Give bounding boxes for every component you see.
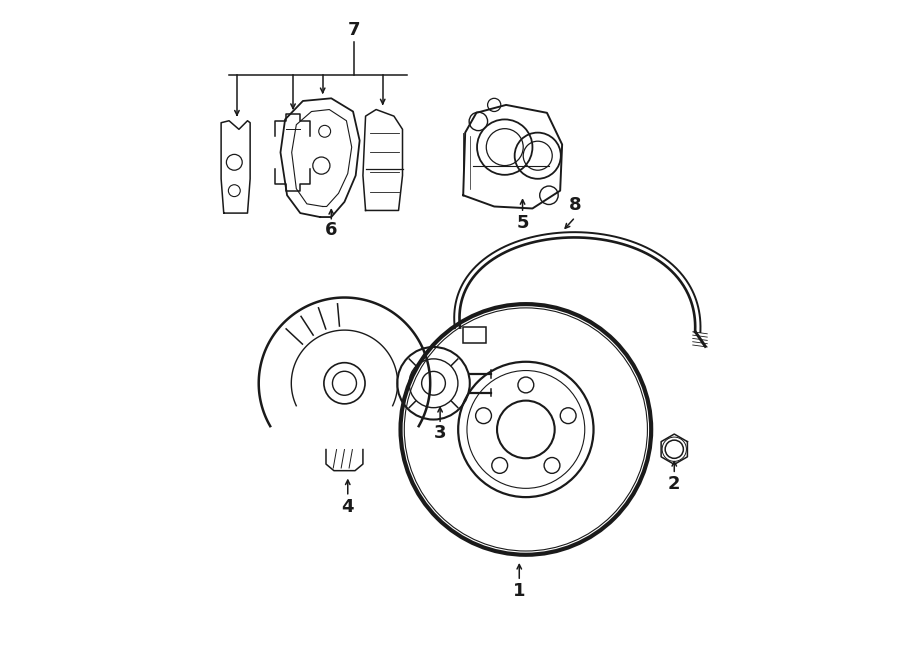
Text: 8: 8 <box>569 196 581 214</box>
Text: 5: 5 <box>517 214 529 232</box>
Text: 3: 3 <box>434 424 446 442</box>
FancyBboxPatch shape <box>463 327 486 343</box>
Text: 2: 2 <box>668 475 680 493</box>
Text: 4: 4 <box>341 498 354 516</box>
Text: 6: 6 <box>325 221 338 239</box>
Text: 7: 7 <box>348 21 361 40</box>
Text: 1: 1 <box>513 582 526 600</box>
